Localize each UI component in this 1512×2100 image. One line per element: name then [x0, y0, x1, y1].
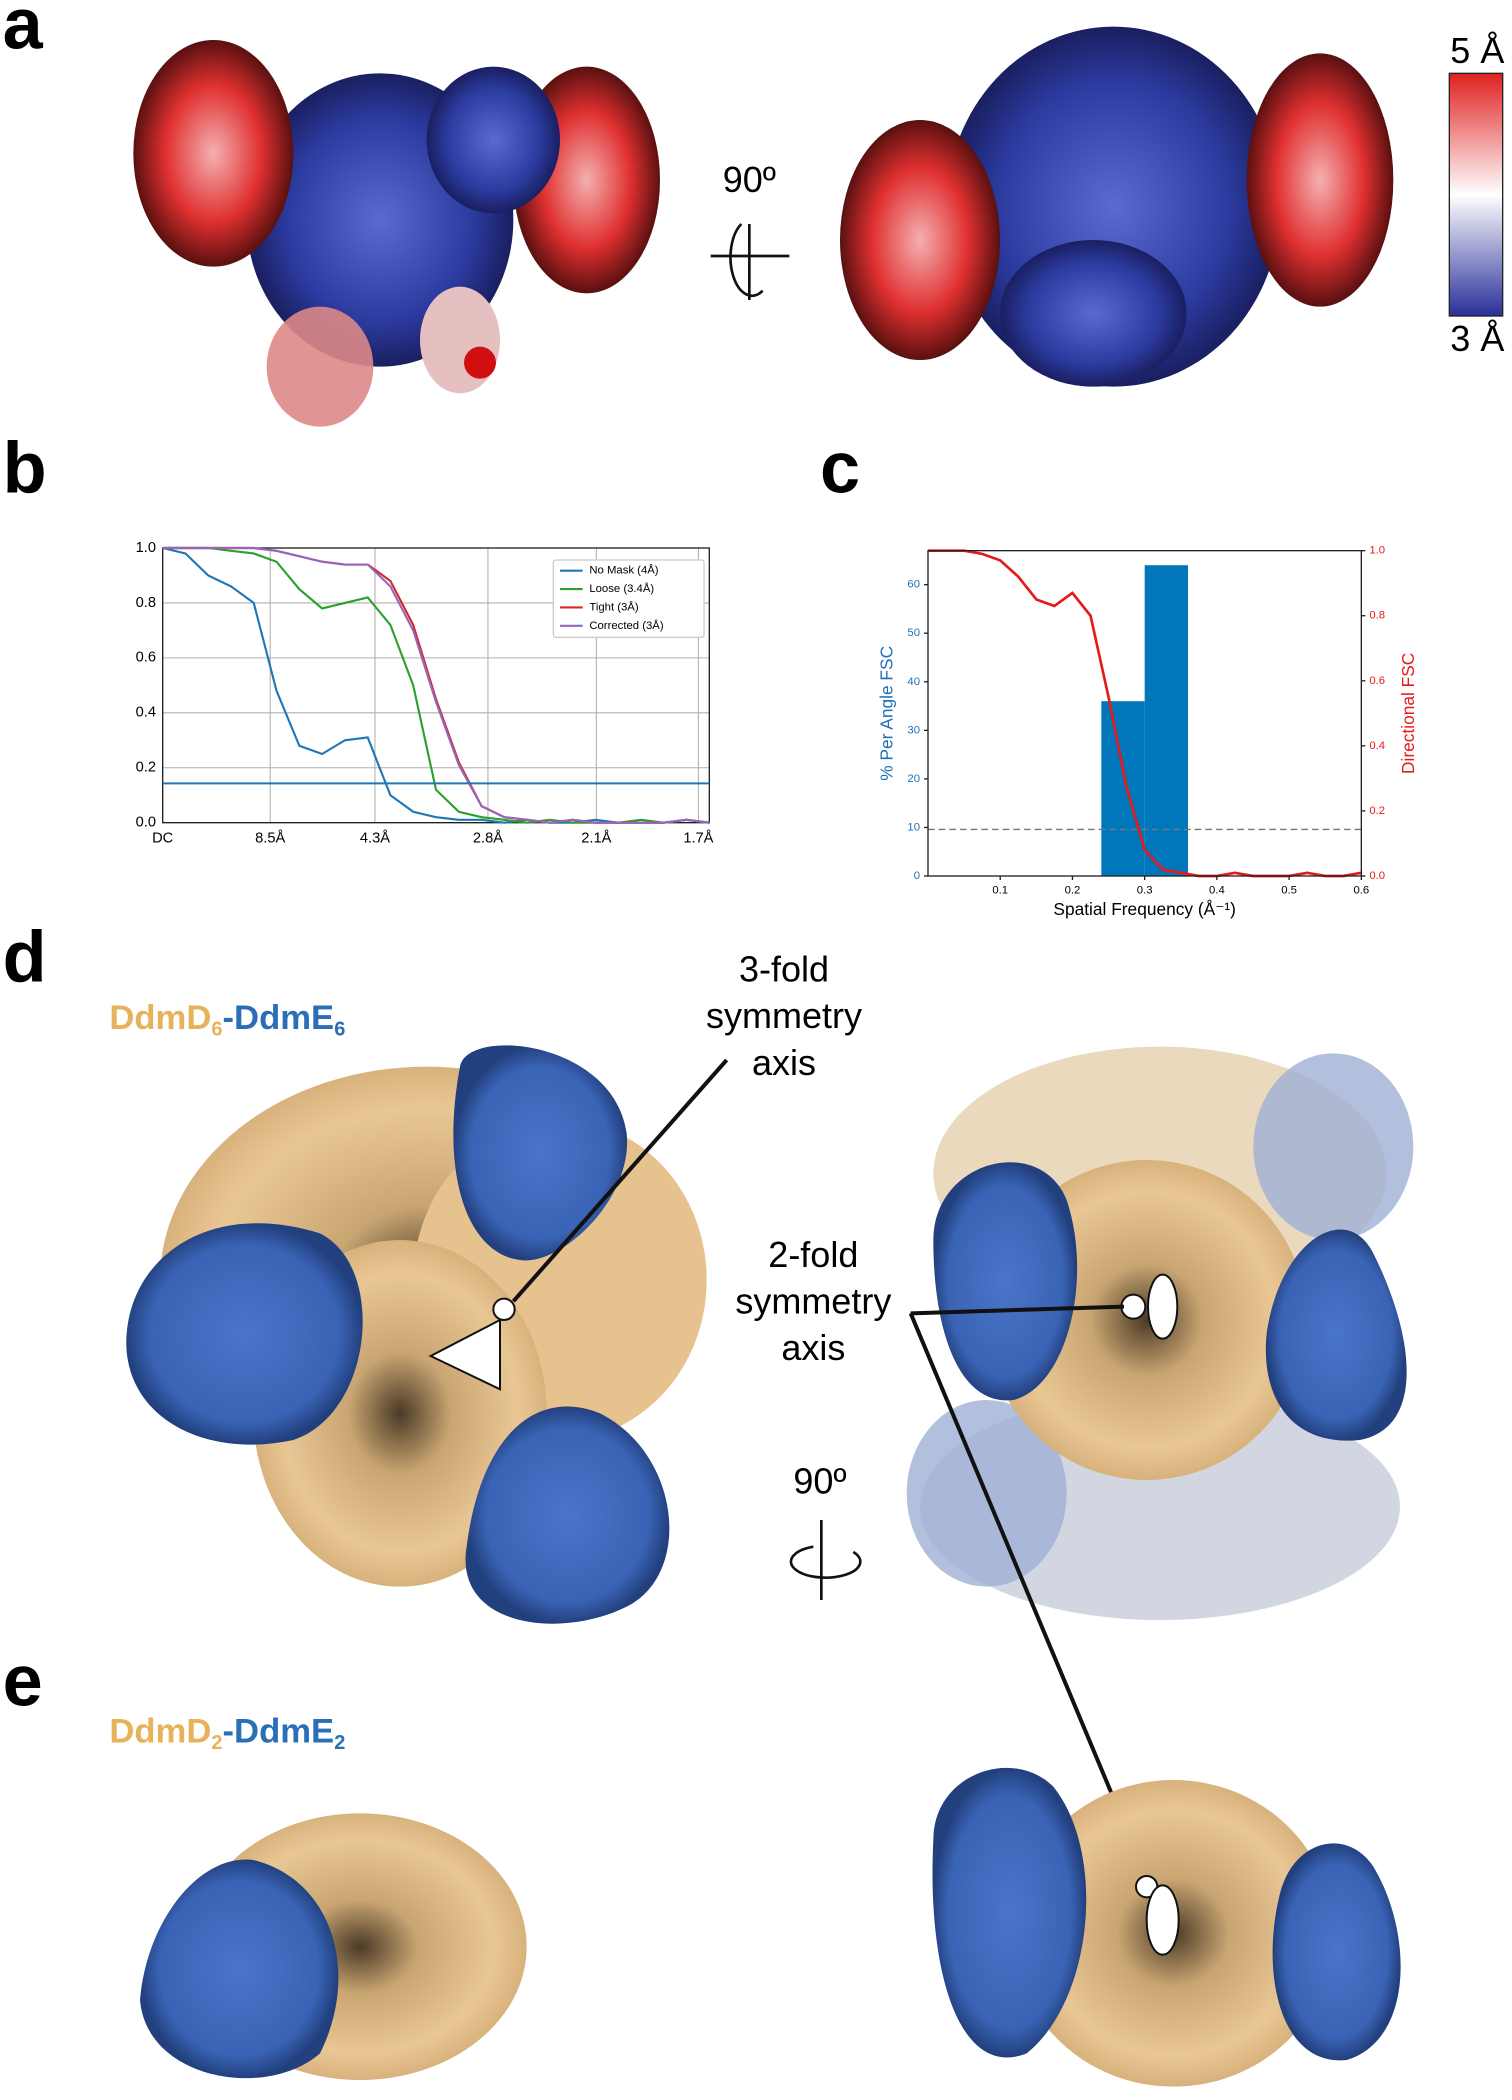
y-tick-label: 60: [907, 579, 920, 591]
rotation-icon-a: [710, 223, 790, 300]
x-tick-label: 2.1Å: [581, 830, 611, 847]
map-a-right: [840, 26, 1394, 387]
x-tick-label: 0.1: [992, 885, 1008, 897]
y-tick-label: 10: [907, 821, 920, 833]
complex-label: DdmD6-DdmE6: [109, 999, 345, 1041]
y2-axis-label: Directional FSC: [1398, 653, 1418, 774]
label-part: DdmD: [109, 999, 211, 1037]
x-tick-label: 0.4: [1209, 885, 1225, 897]
label-part: -: [223, 1712, 235, 1750]
annotation: 3-fold: [739, 949, 829, 990]
colorbar-max: 5 Å: [1450, 30, 1504, 71]
label-part: DdmD: [109, 1712, 211, 1750]
label-part: DdmE: [234, 999, 334, 1037]
y-tick-label: 0.4: [136, 705, 156, 721]
annotation: axis: [781, 1327, 845, 1368]
label-part: DdmE: [234, 1712, 334, 1750]
rotation-label: 90º: [793, 1461, 846, 1502]
panel-label: a: [3, 0, 44, 64]
charts: 0.0 0.2 0.4 0.6 0.8 1.0 DC 8.5Å 4.3Å 2.8Å 2.1Å 1.7Å…: [136, 540, 1418, 919]
y-tick-label: 0.8: [136, 595, 156, 611]
legend-label: Tight (3Å): [589, 600, 639, 613]
x-tick-label: 8.5Å: [255, 830, 285, 847]
x-tick-label: 0.6: [1353, 885, 1369, 897]
y-tick-label: 40: [907, 676, 920, 688]
label-sub: 6: [211, 1019, 222, 1041]
legend-box: [552, 559, 705, 638]
y-axis-label: % Per Angle FSC: [877, 646, 897, 781]
bar: [1144, 565, 1188, 876]
colorbar: [1448, 72, 1504, 317]
y2-tick-label: 1.0: [1369, 545, 1385, 557]
y-tick-label: 30: [907, 724, 920, 736]
map-d-right: [906, 1046, 1414, 1620]
x-tick-label: 1.7Å: [683, 830, 713, 847]
y-tick-label: 0.2: [136, 760, 156, 776]
label-part: -: [223, 999, 235, 1037]
bar: [1101, 701, 1145, 876]
legend-label: No Mask (4Å): [589, 564, 658, 577]
y2-tick-label: 0.6: [1369, 675, 1385, 687]
label-sub: 6: [334, 1019, 345, 1041]
complex-label: DdmD2-DdmE2: [109, 1712, 345, 1754]
y2-tick-label: 0.2: [1369, 805, 1385, 817]
map-e-right: [932, 1767, 1401, 2087]
x-tick-label: DC: [152, 831, 174, 847]
map-a-left: [133, 40, 660, 427]
y-tick-label: 20: [907, 773, 920, 785]
annotation: 2-fold: [768, 1234, 858, 1275]
y-tick-label: 50: [907, 627, 920, 639]
y2-tick-label: 0.8: [1369, 610, 1385, 622]
annotation: axis: [752, 1042, 816, 1083]
y-tick-label: 0.0: [136, 815, 156, 831]
rotation-icon-d: [789, 1520, 862, 1600]
y-tick-label: 0: [914, 870, 920, 882]
y2-tick-label: 0.0: [1369, 870, 1385, 882]
label-sub: 2: [334, 1732, 345, 1754]
legend-label: Corrected (3Å): [589, 619, 664, 632]
label-sub: 2: [211, 1732, 222, 1754]
panel-label: c: [820, 428, 860, 508]
x-tick-label: 0.5: [1281, 885, 1297, 897]
x-axis-label: Spatial Frequency (Å⁻¹): [1053, 899, 1236, 919]
plot-frame: [162, 547, 710, 824]
panel-label: b: [3, 428, 47, 508]
y2-tick-label: 0.4: [1369, 740, 1385, 752]
map-d-left: [126, 1045, 729, 1624]
rotation-label: 90º: [723, 159, 776, 200]
annotation: symmetry: [735, 1281, 891, 1322]
panel-label: e: [3, 1642, 43, 1722]
map-e-left: [140, 1813, 527, 2080]
panel-label: d: [3, 918, 47, 998]
x-tick-label: 4.3Å: [360, 830, 390, 847]
x-tick-label: 0.2: [1065, 885, 1081, 897]
legend-label: Loose (3.4Å): [589, 582, 654, 595]
colorbar-min: 3 Å: [1450, 318, 1504, 359]
series-line: [162, 546, 710, 824]
x-tick-label: 0.3: [1137, 885, 1153, 897]
annotation: symmetry: [706, 995, 862, 1036]
y-tick-label: 1.0: [136, 540, 156, 556]
x-tick-label: 2.8Å: [473, 830, 503, 847]
two-fold-pointer: [908, 1304, 1149, 1879]
y-tick-label: 0.6: [136, 650, 156, 666]
